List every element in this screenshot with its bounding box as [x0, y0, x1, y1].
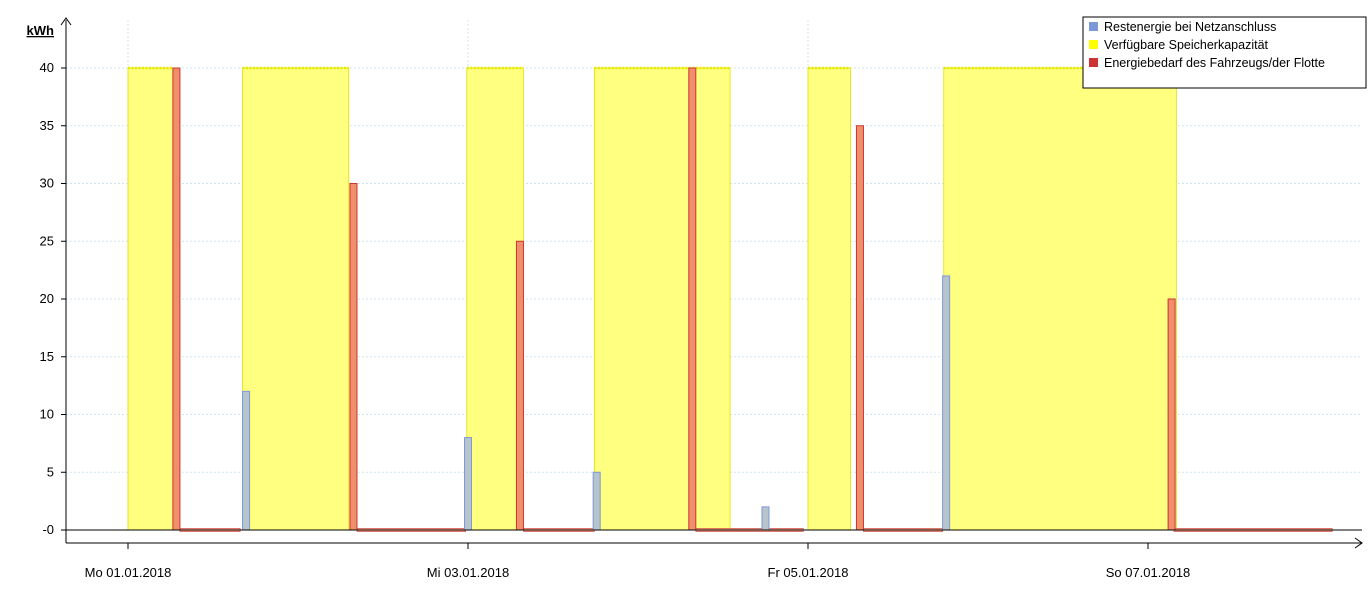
y-tick-label: 35 [40, 118, 54, 133]
legend: Restenergie bei Netzanschluss Verfügbare … [1082, 16, 1367, 89]
y-axis-label: kWh [27, 23, 55, 38]
y-tick-layer: 40 35 30 25 20 15 10 5 -0 [40, 60, 66, 537]
y-tick-label: 40 [40, 60, 54, 75]
x-tick-label: Mi 03.01.2018 [427, 565, 509, 580]
storage-capacity-area [242, 67, 350, 531]
residual-energy-bar [942, 275, 951, 531]
storage-capacity-area [943, 67, 1177, 531]
y-tick-label: -0 [42, 522, 54, 537]
legend-label: Verfügbare Speicherkapazität [1104, 38, 1269, 52]
legend-box [1082, 16, 1367, 89]
y-tick-label: 15 [40, 349, 54, 364]
storage-capacity-area [593, 67, 731, 531]
y-tick-label: 5 [47, 464, 54, 479]
legend-label: Energiebedarf des Fahrzeugs/der Flotte [1104, 56, 1325, 70]
y-axis-arrow [60, 17, 72, 26]
energy-demand-bar [688, 67, 697, 531]
y-tick-label: 30 [40, 176, 54, 191]
x-tick-layer: Mo 01.01.2018 Mi 03.01.2018 Fr 05.01.2018 S… [85, 543, 1191, 580]
storage-capacity-area [127, 67, 174, 531]
storage-capacity-area [807, 67, 851, 531]
x-tick-label: So 07.01.2018 [1106, 565, 1191, 580]
residual-energy-bar [592, 471, 601, 531]
energy-demand-bar [172, 67, 181, 531]
energy-demand-bar [515, 240, 524, 531]
legend-label: Restenergie bei Netzanschluss [1104, 20, 1276, 34]
energy-demand-bar [349, 183, 358, 531]
residual-energy-bar [464, 437, 472, 531]
x-axis-arrow [1354, 537, 1363, 549]
residual-energy-bar [242, 390, 251, 531]
legend-swatch [1089, 40, 1098, 49]
storage-capacity-area-layer [127, 66, 1177, 531]
y-tick-label: 10 [40, 407, 54, 422]
energy-demand-bar [1167, 298, 1176, 531]
energy-demand-bar [855, 125, 864, 531]
y-tick-label: 25 [40, 233, 54, 248]
residual-energy-bar [761, 506, 770, 531]
axis-layer: kWh [27, 17, 1363, 549]
y-tick-label: 20 [40, 291, 54, 306]
storage-capacity-area [466, 67, 524, 531]
legend-swatch [1089, 58, 1098, 67]
x-tick-label: Fr 05.01.2018 [768, 565, 849, 580]
x-tick-label: Mo 01.01.2018 [85, 565, 172, 580]
legend-swatch [1089, 22, 1098, 31]
